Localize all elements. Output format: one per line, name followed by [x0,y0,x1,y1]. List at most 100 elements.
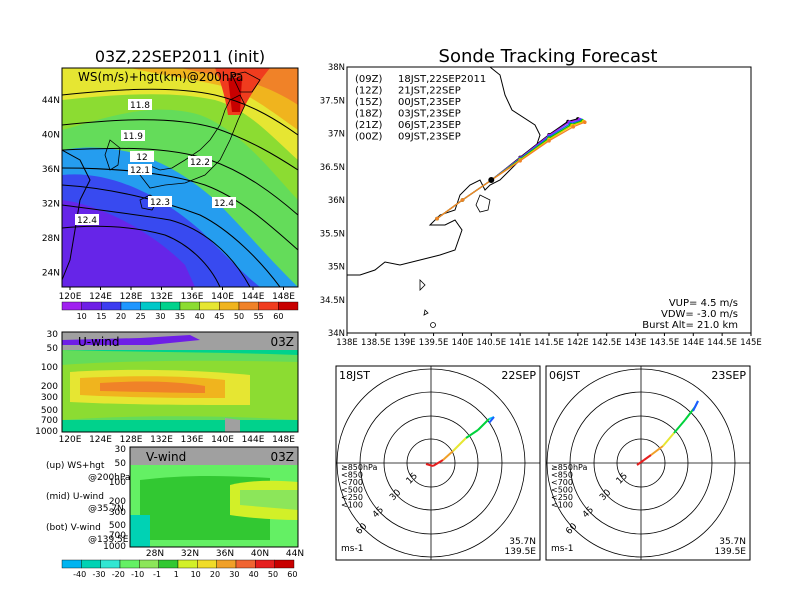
legend-run: (15Z) [355,97,382,108]
colorbar-label: 55 [254,312,264,321]
colorbar-swatch [160,301,181,311]
y-tick-label: 300 [41,393,58,403]
hodograph-segment [488,416,495,424]
x-tick-label: 136E [181,292,204,302]
ws-map-panel: WS(m/s)+hgt(km)@200hPa 11.8 11.9 12 12.1 12.… [42,67,299,321]
y-tick-label: 40N [42,131,60,141]
colorbar-label: 40 [249,570,259,579]
y-tick-label: 38N [328,63,345,73]
x-tick-label: 140E [211,292,234,302]
colorbar-label: -10 [131,570,144,579]
contour-label: 12.1 [130,166,150,176]
legend-line: @139.5E [88,535,129,545]
colorbar-label: -40 [73,570,86,579]
hodograph-ring [383,415,479,511]
x-tick-label: 143.5E [650,338,680,348]
hodograph-segment [673,419,686,434]
hodograph-level-label: <700 [551,478,573,487]
colorbar-swatch [61,301,82,311]
y-tick-label: 300 [109,508,126,518]
legend-line: (up) WS+hgt [46,461,105,471]
v-wind-colorbar: -40 -30 -20 -10 -1 1 10 20 30 40 50 60 [61,559,297,579]
hodograph-level-label: <100 [551,501,573,510]
y-tick-label: 100 [41,363,58,373]
colorbar-label: 40 [195,312,205,321]
y-tick-label: 36N [328,196,345,206]
x-tick-label: 140.5E [476,338,506,348]
track-point [582,120,587,124]
y-tick-label: 44N [42,96,60,106]
main-title: Sonde Tracking Forecast [439,46,658,67]
y-tick-label: 50 [47,344,59,354]
colorbar-swatch [120,301,141,311]
contour-label: 11.8 [130,101,150,111]
x-tick-label: 141.5E [534,338,564,348]
x-tick-label: 32N [181,549,199,559]
hodograph-level-label: <250 [341,493,363,502]
x-tick-label: 28N [146,549,164,559]
hodograph-level-label: ≥850hPa [341,463,378,472]
y-tick-label: 36.5N [320,163,345,173]
hodograph-ring [546,368,736,558]
panel-legend: (up) WS+hgt @200hPa (mid) U-wind @35.7N (bot… [46,461,130,545]
x-tick-label: 144.5E [707,338,737,348]
colorbar-swatch [216,559,237,569]
x-tick-label: 36N [216,549,234,559]
hodograph-lon: 139.5E [715,547,747,557]
hodograph-unit: ms-1 [341,544,363,554]
colorbar-swatch [177,559,198,569]
contour-label: 11.9 [123,132,143,142]
sonde-param: VDW= -3.0 m/s [661,309,738,320]
hodograph-segment [465,429,479,439]
y-tick-label: 34.5N [320,296,345,306]
ws-shading [62,68,298,287]
contour-label-bg [128,164,152,175]
x-tick-label: 44N [286,549,304,559]
x-tick-label: 142.5E [592,338,622,348]
contour-label-bg [212,197,236,208]
colorbar-label: 30 [229,570,239,579]
colorbar-swatch [61,559,82,569]
track-panel: 138E 138.5E 139E 139.5E 140E 140.5E 141E 141.5E… [320,63,762,348]
track-point [460,198,465,202]
y-tick-label: 500 [109,521,126,531]
x-tick-label: 143E [625,338,647,348]
x-tick-label: 140E [452,338,474,348]
legend-valid: 06JST,23SEP [398,120,461,131]
colorbar-label: 30 [155,312,165,321]
hodograph-ring [593,415,689,511]
legend-run: (09Z) [355,74,382,85]
x-tick-label: 145E [740,338,762,348]
x-tick-label: 132E [150,435,173,445]
x-tick-label: 124E [89,292,112,302]
legend-run: (18Z) [355,109,382,120]
y-tick-label: 1000 [35,427,58,437]
hodograph-level-label: <850 [341,471,363,480]
colorbar-swatch [81,301,102,311]
colorbar-swatch [255,559,275,569]
x-tick-label: 138.5E [361,338,391,348]
v-wind-label: V-wind [146,450,186,464]
v-wind-time: 03Z [271,450,295,464]
colorbar-swatch [139,559,159,569]
hodograph-date: 22SEP [501,369,536,382]
u-wind-shading [62,332,298,432]
u-wind-label: U-wind [78,335,119,349]
x-tick-label: 144E [242,292,265,302]
hodograph-level-label: ≥850hPa [551,463,588,472]
colorbar-swatch [140,301,161,311]
y-tick-label: 700 [41,416,58,426]
hodograph-time: 06JST [549,369,580,382]
contour-label-bg [148,196,172,207]
hodograph-segment [452,437,467,452]
hodograph-segment [650,445,664,456]
colorbar-swatch [197,559,217,569]
y-tick-label: 35.5N [320,229,345,239]
contour-label-bg [130,151,154,162]
hodograph-level-label: <100 [341,501,363,510]
colorbar-swatch [119,559,140,569]
sonde-param: VUP= 4.5 m/s [669,298,738,309]
